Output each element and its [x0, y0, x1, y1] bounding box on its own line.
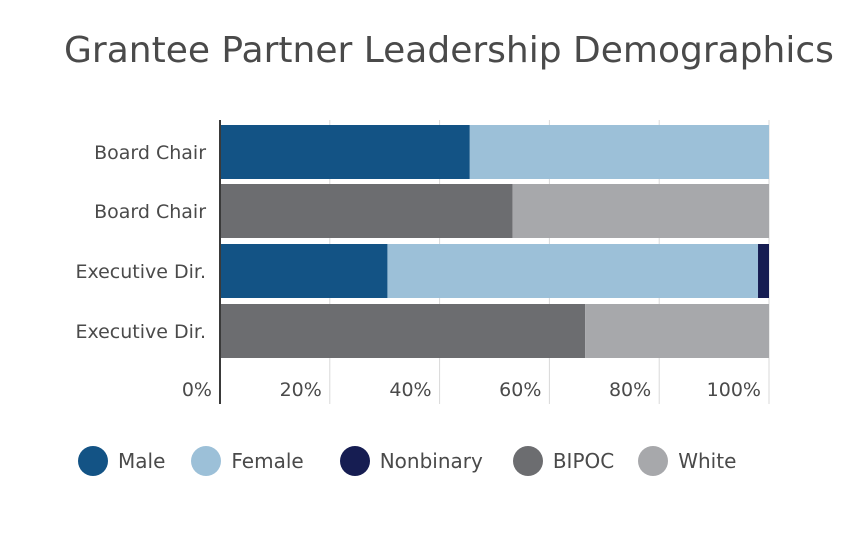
bar-segment-white — [585, 304, 769, 358]
legend-swatch — [638, 446, 669, 476]
x-tick-label: 80% — [609, 379, 651, 401]
legend-label: Female — [231, 449, 304, 473]
x-tick-label: 60% — [499, 379, 541, 401]
x-tick-label: 100% — [707, 379, 761, 401]
legend-item-nonbinary: Nonbinary — [339, 446, 483, 476]
bar-segment-bipoc — [220, 304, 586, 358]
bar-segment-female — [387, 244, 759, 298]
legend-label: White — [678, 449, 737, 473]
legend-swatch — [191, 446, 222, 476]
legend: Male Female Nonbinary BIPOC White — [78, 446, 736, 476]
legend-swatch — [339, 446, 370, 476]
tick-labels: 0% 20% 40% 60% 80% 100% — [182, 379, 761, 401]
legend-item-bipoc: BIPOC — [512, 446, 615, 476]
legend-label: BIPOC — [552, 449, 615, 473]
legend-label: Nonbinary — [379, 449, 483, 473]
x-tick-label: 20% — [280, 379, 322, 401]
legend-item-female: Female — [191, 446, 304, 476]
x-tick-label: 0% — [182, 379, 212, 401]
bar-segment-female — [469, 125, 769, 179]
category-label: Board Chair — [94, 201, 206, 223]
bar-segment-bipoc — [220, 184, 513, 238]
x-tick-label: 40% — [389, 379, 431, 401]
bar-segment-white — [512, 184, 769, 238]
category-label: Executive Dir. — [75, 321, 206, 343]
legend-swatch — [512, 446, 543, 476]
legend-label: Male — [118, 449, 166, 473]
bar-chart: Board Chair Board Chair Executive Dir. Exec… — [75, 120, 770, 404]
category-label: Board Chair — [94, 142, 206, 164]
legend-item-white: White — [638, 446, 736, 476]
category-labels: Board Chair Board Chair Executive Dir. Exec… — [75, 142, 206, 343]
legend-swatch — [78, 446, 108, 476]
legend-item-male: Male — [78, 446, 165, 476]
bars — [220, 125, 769, 358]
category-label: Executive Dir. — [75, 261, 206, 283]
bar-segment-male — [220, 125, 470, 179]
chart-title: Grantee Partner Leadership Demographics — [64, 30, 834, 71]
bar-segment-nonbinary — [758, 244, 769, 298]
bar-segment-male — [220, 244, 388, 298]
